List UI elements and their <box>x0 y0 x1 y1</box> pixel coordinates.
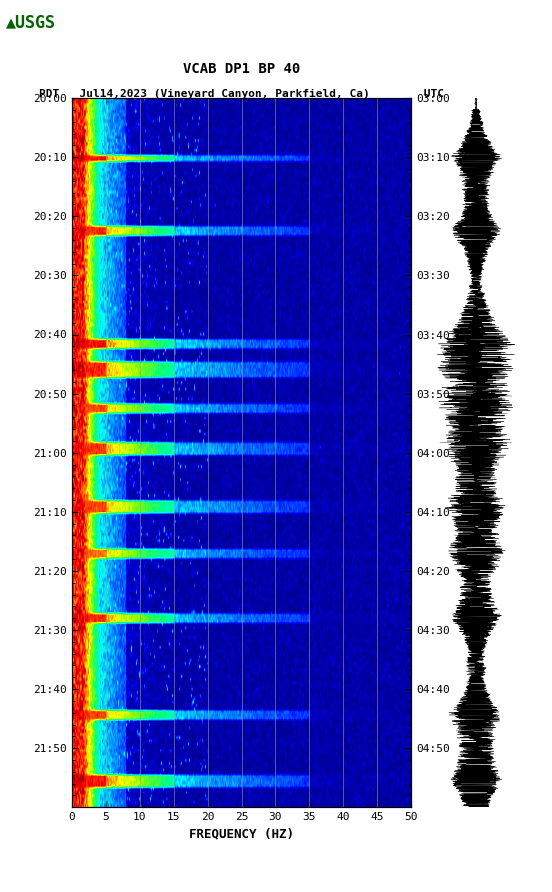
Text: PDT   Jul14,2023 (Vineyard Canyon, Parkfield, Ca)        UTC: PDT Jul14,2023 (Vineyard Canyon, Parkfie… <box>39 89 444 99</box>
Text: VCAB DP1 BP 40: VCAB DP1 BP 40 <box>183 62 300 76</box>
Text: ▲USGS: ▲USGS <box>6 13 56 31</box>
X-axis label: FREQUENCY (HZ): FREQUENCY (HZ) <box>189 828 294 840</box>
